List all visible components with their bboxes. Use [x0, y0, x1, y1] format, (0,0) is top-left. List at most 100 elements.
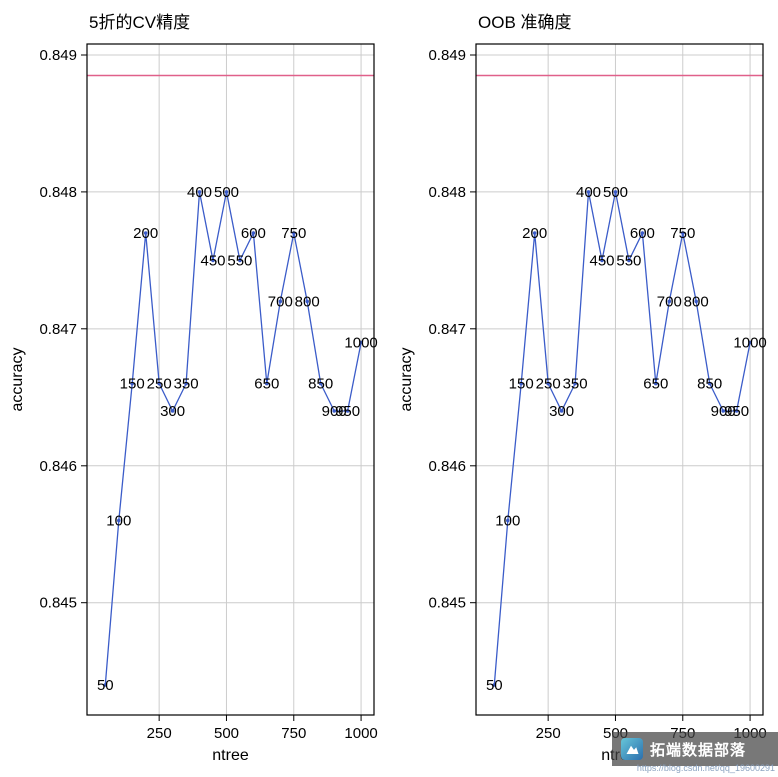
data-point [640, 231, 645, 235]
x-axis-label: ntree [212, 747, 249, 764]
mountain-logo-icon [626, 745, 638, 754]
point-label: 900 [711, 403, 736, 420]
data-point [224, 190, 229, 194]
watermark: 拓端数据部落 [612, 732, 778, 766]
watermark-logo-icon [621, 738, 643, 760]
point-label: 150 [120, 376, 145, 393]
point-label: 500 [214, 184, 239, 201]
y-tick-label: 0.845 [39, 595, 77, 612]
data-point [117, 518, 121, 523]
data-point [694, 299, 698, 304]
accuracy-series-line [493, 191, 751, 685]
data-point [519, 381, 523, 386]
point-label: 450 [200, 252, 225, 269]
data-point [305, 299, 310, 304]
data-point [721, 409, 725, 413]
point-label: 800 [684, 293, 709, 310]
point-label: 1000 [733, 335, 766, 352]
data-point [184, 381, 188, 386]
point-label: 700 [657, 293, 682, 310]
point-label: 750 [670, 225, 695, 242]
data-point [681, 231, 685, 235]
point-label: 850 [697, 376, 722, 393]
data-point [600, 258, 604, 263]
data-point [332, 409, 337, 413]
data-point [667, 299, 672, 304]
data-point [748, 340, 752, 345]
point-label: 350 [174, 376, 199, 393]
data-point [359, 340, 363, 345]
data-point [613, 190, 618, 194]
y-tick-label: 0.848 [428, 184, 466, 201]
point-label: 400 [187, 184, 212, 201]
point-label: 950 [724, 403, 749, 420]
cv-accuracy-panel: 5折的CV精度 50 100 150 200 250 300 350 400 450 500 550… [9, 13, 378, 764]
point-label: 200 [522, 225, 547, 242]
point-label: 700 [268, 293, 293, 310]
point-label: 750 [281, 225, 306, 242]
x-tick-label: 750 [281, 725, 306, 742]
point-label: 850 [308, 376, 333, 393]
point-label: 100 [495, 513, 520, 530]
watermark-brand: 拓端数据部落 [650, 741, 747, 759]
chart-title-oob: OOB 准确度 [478, 13, 572, 32]
data-point [197, 190, 202, 194]
data-point [546, 381, 550, 386]
point-label: 50 [486, 677, 503, 694]
point-label: 650 [643, 376, 668, 393]
y-tick-label: 0.845 [428, 595, 466, 612]
point-label: 200 [133, 225, 158, 242]
y-tick-label: 0.848 [39, 184, 77, 201]
point-label: 550 [227, 252, 252, 269]
data-point [251, 231, 256, 235]
data-point [734, 409, 739, 413]
point-label: 400 [576, 184, 601, 201]
data-point [130, 381, 134, 386]
point-label: 950 [335, 403, 360, 420]
data-point [492, 683, 497, 687]
point-label: 100 [106, 513, 131, 530]
cv-accuracy-chart: 50 100 150 200 250 300 350 400 450 500 550 600 650 70… [9, 43, 378, 764]
plot-border [86, 43, 375, 716]
x-tick-label: 250 [536, 725, 561, 742]
y-axis-label: accuracy [9, 347, 26, 411]
data-point [292, 231, 296, 235]
point-label: 300 [160, 403, 185, 420]
x-tick-label: 1000 [344, 725, 377, 742]
point-label: 600 [241, 225, 266, 242]
x-tick-label: 500 [214, 725, 239, 742]
data-point [559, 409, 564, 413]
data-point [103, 683, 108, 687]
point-label: 150 [509, 376, 534, 393]
y-tick-label: 0.846 [428, 458, 466, 475]
plot-border [475, 43, 764, 716]
data-point [278, 299, 283, 304]
data-point [532, 231, 537, 235]
point-label: 500 [603, 184, 628, 201]
oob-accuracy-chart: 50 100 150 200 250 300 350 400 450 500 550 600 650 70… [398, 43, 767, 764]
y-tick-label: 0.846 [39, 458, 77, 475]
x-tick-label: 250 [147, 725, 172, 742]
data-point [157, 381, 161, 386]
y-tick-label: 0.847 [428, 321, 466, 338]
data-point [170, 409, 175, 413]
data-point [345, 409, 350, 413]
watermark-url: https://blog.csdn.net/qq_19600291 [636, 763, 775, 773]
data-point [143, 231, 148, 235]
y-axis-label: accuracy [398, 347, 415, 411]
data-point [573, 381, 577, 386]
y-tick-label: 0.849 [39, 47, 77, 64]
point-label: 650 [254, 376, 279, 393]
data-point [627, 258, 631, 263]
data-point [265, 381, 269, 386]
point-label: 250 [536, 376, 561, 393]
point-label: 1000 [344, 335, 377, 352]
data-point [211, 258, 215, 263]
point-label: 250 [147, 376, 172, 393]
y-tick-label: 0.847 [39, 321, 77, 338]
data-point [506, 518, 510, 523]
data-point [707, 381, 712, 386]
point-label: 300 [549, 403, 574, 420]
y-tick-label: 0.849 [428, 47, 466, 64]
